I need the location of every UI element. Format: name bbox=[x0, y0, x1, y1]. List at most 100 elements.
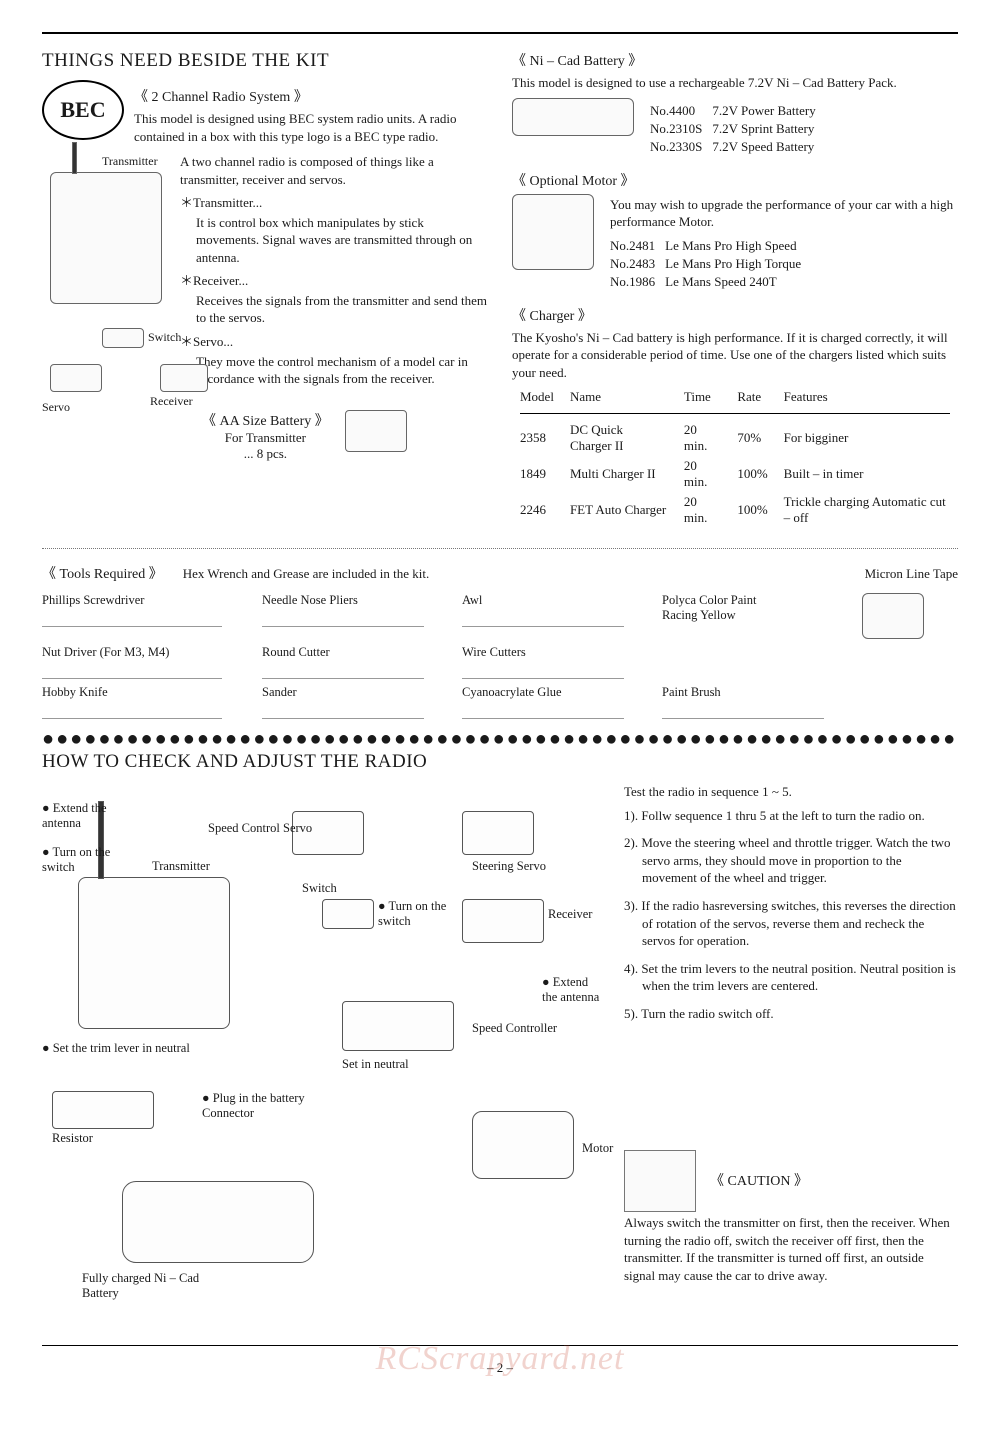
charger-1-rate: 100% bbox=[729, 456, 775, 492]
section-title-things-needed: THINGS NEED BESIDE THE KIT bbox=[42, 50, 488, 72]
charger-table: Model Name Time Rate Features 2358 DC Qu… bbox=[512, 387, 958, 528]
nicad-figure bbox=[512, 98, 634, 136]
callout-motor: Motor bbox=[582, 1141, 613, 1156]
radio-check-diagram: Extend the antenna Turn on the switch Tr… bbox=[42, 781, 602, 1341]
charger-intro: The Kyosho's Ni – Cad battery is high pe… bbox=[512, 329, 958, 382]
callout-battery: Fully charged Ni – Cad Battery bbox=[82, 1271, 222, 1301]
nicad-no-2: No.2330S bbox=[650, 138, 712, 156]
callout-switch: Switch bbox=[302, 881, 337, 896]
charger-2-rate: 100% bbox=[729, 492, 775, 528]
callout-resistor: Resistor bbox=[52, 1131, 93, 1146]
tool-awl: Awl bbox=[462, 593, 482, 607]
nicad-name-0: 7.2V Power Battery bbox=[712, 102, 825, 120]
tool-glue: Cyanoacrylate Glue bbox=[462, 685, 562, 699]
label-servo: Servo bbox=[42, 400, 70, 415]
radio-step-2: 2). Move the steering wheel and throttle… bbox=[642, 834, 958, 887]
tool-pliers: Needle Nose Pliers bbox=[262, 593, 358, 607]
callout-receiver: Receiver bbox=[548, 907, 592, 922]
nicad-table: No.44007.2V Power Battery No.2310S7.2V S… bbox=[650, 102, 826, 156]
motor-no-0: No.2481 bbox=[610, 237, 665, 255]
nicad-name-2: 7.2V Speed Battery bbox=[712, 138, 825, 156]
charger-1-name: Multi Charger II bbox=[562, 456, 676, 492]
motor-figure bbox=[512, 194, 594, 270]
subhead-aa-battery: AA Size Battery bbox=[202, 414, 329, 429]
charger-col-features: Features bbox=[776, 387, 958, 407]
aa-line2: ... 8 pcs. bbox=[202, 446, 329, 462]
subhead-motor: Optional Motor bbox=[512, 170, 958, 190]
subhead-tools: Tools Required bbox=[42, 563, 163, 583]
caution-text: Always switch the transmitter on first, … bbox=[624, 1214, 958, 1284]
nicad-no-1: No.2310S bbox=[650, 120, 712, 138]
subhead-radio-system: 2 Channel Radio System bbox=[134, 86, 488, 106]
motor-intro: You may wish to upgrade the performance … bbox=[610, 196, 958, 231]
caution-label: CAUTION bbox=[710, 1173, 808, 1192]
label-receiver: Receiver bbox=[150, 394, 193, 409]
tool-brush: Paint Brush bbox=[662, 685, 721, 699]
callout-speed-ctrl: Speed Controller bbox=[472, 1021, 557, 1036]
callout-set-neutral: Set in neutral bbox=[342, 1057, 409, 1072]
motor-no-1: No.2483 bbox=[610, 255, 665, 273]
callout-turn-on-rx: Turn on the switch bbox=[378, 899, 458, 929]
section-title-radio-check: HOW TO CHECK AND ADJUST THE RADIO bbox=[42, 751, 958, 773]
radio-check-intro: Test the radio in sequence 1 ~ 5. bbox=[624, 783, 958, 801]
tools-note: Hex Wrench and Grease are included in th… bbox=[183, 566, 430, 582]
callout-transmitter: Transmitter bbox=[152, 859, 210, 874]
tool-phillips: Phillips Screwdriver bbox=[42, 593, 144, 607]
subhead-charger: Charger bbox=[512, 305, 958, 325]
motor-name-2: Le Mans Speed 240T bbox=[665, 273, 811, 291]
label-switch: Switch bbox=[148, 330, 181, 345]
charger-col-rate: Rate bbox=[729, 387, 775, 407]
radio-step-5: 5). Turn the radio switch off. bbox=[642, 1005, 958, 1023]
page-number: – 2 – bbox=[42, 1360, 958, 1376]
radio-diagram: Transmitter Switch Receiver Servo bbox=[42, 132, 488, 402]
charger-col-name: Name bbox=[562, 387, 676, 407]
charger-0-name: DC Quick Charger II bbox=[562, 420, 676, 456]
charger-col-model: Model bbox=[512, 387, 562, 407]
micron-tape-figure bbox=[862, 593, 924, 639]
callout-extend-rx: Extend the antenna bbox=[542, 975, 602, 1005]
tool-paint: Polyca Color Paint bbox=[662, 593, 756, 607]
radio-step-3: 3). If the radio hasreversing switches, … bbox=[642, 897, 958, 950]
radio-step-1: 1). Follw sequence 1 thru 5 at the left … bbox=[642, 807, 958, 825]
caution-figure bbox=[624, 1150, 696, 1212]
subhead-nicad: Ni – Cad Battery bbox=[512, 50, 958, 70]
tool-wire: Wire Cutters bbox=[462, 645, 526, 659]
motor-no-2: No.1986 bbox=[610, 273, 665, 291]
micron-label: Micron Line Tape bbox=[865, 566, 958, 582]
charger-2-name: FET Auto Charger bbox=[562, 492, 676, 528]
charger-1-features: Built – in timer bbox=[776, 456, 958, 492]
charger-2-time: 20 min. bbox=[676, 492, 729, 528]
nicad-intro: This model is designed to use a recharge… bbox=[512, 74, 958, 92]
radio-step-4: 4). Set the trim levers to the neutral p… bbox=[642, 960, 958, 995]
charger-0-features: For bigginer bbox=[776, 420, 958, 456]
tool-hobby: Hobby Knife bbox=[42, 685, 108, 699]
callout-plug: Plug in the battery Connector bbox=[202, 1091, 312, 1121]
label-transmitter: Transmitter bbox=[102, 154, 158, 169]
motor-table: No.2481Le Mans Pro High Speed No.2483Le … bbox=[610, 237, 811, 291]
aa-battery-figure bbox=[345, 410, 407, 452]
charger-2-model: 2246 bbox=[512, 492, 562, 528]
callout-turn-on-tx: Turn on the switch bbox=[42, 845, 132, 875]
tool-cutter: Round Cutter bbox=[262, 645, 330, 659]
tool-nut: Nut Driver (For M3, M4) bbox=[42, 645, 169, 659]
nicad-no-0: No.4400 bbox=[650, 102, 712, 120]
tools-grid: Phillips Screwdriver Needle Nose Pliers … bbox=[42, 593, 958, 719]
motor-name-1: Le Mans Pro High Torque bbox=[665, 255, 811, 273]
charger-0-model: 2358 bbox=[512, 420, 562, 456]
callout-extend-tx: Extend the antenna bbox=[42, 801, 132, 831]
charger-0-time: 20 min. bbox=[676, 420, 729, 456]
charger-2-features: Trickle charging Automatic cut – off bbox=[776, 492, 958, 528]
charger-1-time: 20 min. bbox=[676, 456, 729, 492]
dotted-divider: ●●●●●●●●●●●●●●●●●●●●●●●●●●●●●●●●●●●●●●●●… bbox=[42, 733, 958, 745]
charger-1-model: 1849 bbox=[512, 456, 562, 492]
motor-name-0: Le Mans Pro High Speed bbox=[665, 237, 811, 255]
callout-speed-servo: Speed Control Servo bbox=[208, 821, 312, 836]
nicad-name-1: 7.2V Sprint Battery bbox=[712, 120, 825, 138]
charger-0-rate: 70% bbox=[729, 420, 775, 456]
charger-col-time: Time bbox=[676, 387, 729, 407]
aa-line1: For Transmitter bbox=[202, 430, 329, 446]
tool-sander: Sander bbox=[262, 685, 297, 699]
tool-yellow: Racing Yellow bbox=[662, 608, 736, 622]
callout-trim: Set the trim lever in neutral bbox=[42, 1041, 192, 1056]
callout-steering-servo: Steering Servo bbox=[472, 859, 546, 874]
